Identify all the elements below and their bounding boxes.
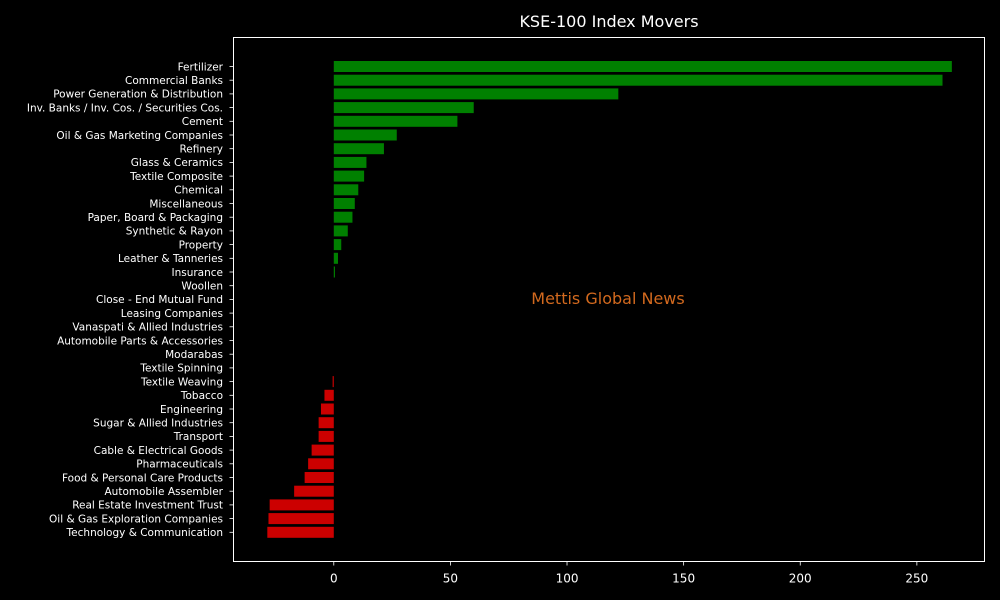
category-label: Pharmaceuticals <box>136 459 223 471</box>
x-tick-label: 100 <box>556 572 579 586</box>
x-tick-label: 250 <box>905 572 928 586</box>
bar <box>333 198 355 209</box>
category-labels: Fertilizer Commercial Banks Power Generati… <box>27 61 234 539</box>
category-label: Modarabas <box>165 349 223 361</box>
category-label: Fertilizer <box>178 61 224 73</box>
category-label: Insurance <box>171 267 223 279</box>
bar <box>333 143 384 155</box>
bar <box>333 211 353 223</box>
bar <box>269 499 334 511</box>
bar <box>333 88 619 100</box>
category-label: Leasing Companies <box>121 308 223 320</box>
category-label: Transport <box>173 431 223 443</box>
bar <box>318 417 334 429</box>
category-label: Automobile Assembler <box>105 486 224 498</box>
x-tick-label: 50 <box>443 572 458 586</box>
bar <box>332 376 334 388</box>
category-label: Inv. Banks / Inv. Cos. / Securities Cos. <box>27 102 223 114</box>
bar <box>294 485 334 497</box>
bar <box>333 74 943 86</box>
bar <box>333 184 359 196</box>
bars-layer <box>267 61 952 538</box>
category-label: Glass & Ceramics <box>131 157 223 169</box>
category-label: Power Generation & Distribution <box>53 89 223 101</box>
category-label: Cable & Electrical Goods <box>94 445 223 457</box>
category-label: Sugar & Allied Industries <box>93 418 223 430</box>
bar <box>268 513 334 525</box>
category-label: Cement <box>182 116 223 128</box>
bar <box>333 102 474 114</box>
bar <box>333 225 348 237</box>
bar <box>311 444 334 456</box>
bar <box>333 156 367 168</box>
category-label: Chemical <box>174 185 223 197</box>
category-label: Real Estate Investment Trust <box>72 500 223 512</box>
bar <box>324 389 334 401</box>
x-axis-ticks: 0 50 100 150 200 250 <box>330 561 928 586</box>
category-label: Technology & Communication <box>66 527 223 539</box>
category-label: Close - End Mutual Fund <box>96 294 223 306</box>
x-tick-label: 0 <box>330 572 338 586</box>
category-label: Commercial Banks <box>125 75 223 87</box>
category-label: Woollen <box>181 281 223 293</box>
category-label: Engineering <box>160 404 223 416</box>
chart-title: KSE-100 Index Movers <box>519 12 699 31</box>
bar <box>333 115 458 127</box>
bar <box>333 61 952 72</box>
bar <box>308 458 334 470</box>
bar <box>333 129 397 141</box>
category-label: Oil & Gas Marketing Companies <box>56 130 223 142</box>
category-label: Synthetic & Rayon <box>126 226 223 238</box>
x-tick-label: 200 <box>789 572 812 586</box>
bar <box>333 170 365 182</box>
x-tick-label: 150 <box>672 572 695 586</box>
category-label: Refinery <box>179 144 223 156</box>
bar <box>267 526 334 538</box>
category-label: Vanaspati & Allied Industries <box>72 322 223 334</box>
category-label: Miscellaneous <box>149 198 223 210</box>
bar <box>333 252 338 264</box>
category-label: Textile Spinning <box>139 363 223 375</box>
category-label: Automobile Parts & Accessories <box>57 335 223 347</box>
bar <box>333 239 342 251</box>
category-label: Food & Personal Care Products <box>62 472 223 484</box>
watermark-annotation: Mettis Global News <box>531 289 684 308</box>
bar <box>318 430 334 442</box>
category-label: Textile Weaving <box>140 376 223 388</box>
category-label: Textile Composite <box>129 171 223 183</box>
bar <box>320 403 334 415</box>
bar <box>304 472 334 483</box>
category-label: Leather & Tanneries <box>118 253 223 265</box>
category-label: Tobacco <box>180 390 223 402</box>
category-label: Oil & Gas Exploration Companies <box>49 513 223 525</box>
category-label: Property <box>179 239 223 251</box>
bar <box>333 266 335 278</box>
category-label: Paper, Board & Packaging <box>88 212 223 224</box>
